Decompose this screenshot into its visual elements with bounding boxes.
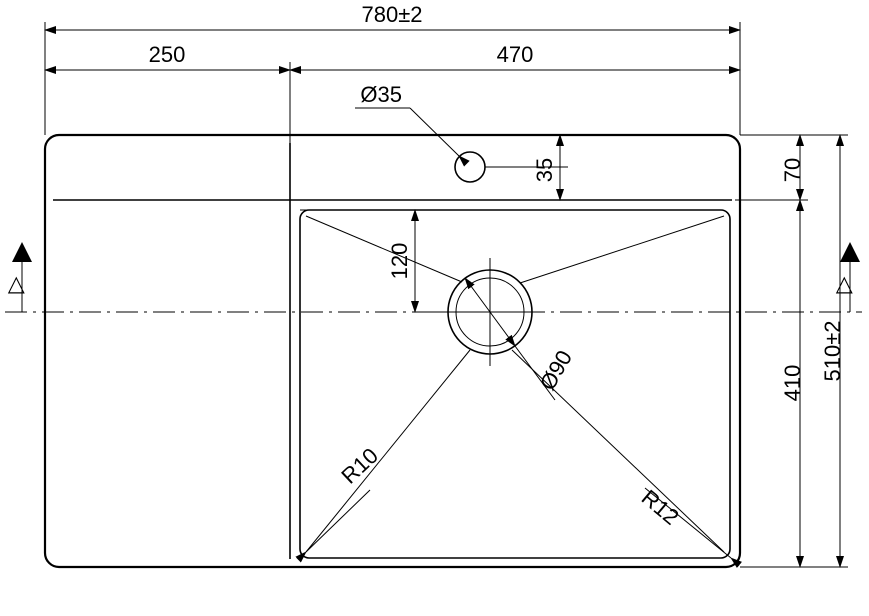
dim-r12: R12 [637, 485, 731, 558]
dim-bowl-w: 470 [290, 42, 740, 70]
section-mark-left: ▷ [2, 242, 32, 312]
dim-top-gap: 70 [780, 135, 805, 200]
dim-tap-dia: Ø35 [355, 82, 459, 156]
dim-r10: R10 [306, 443, 383, 552]
dim-overall-h-label: 510±2 [820, 320, 845, 381]
svg-text:▷: ▷ [2, 276, 27, 293]
dim-tap-dia-label: Ø35 [360, 82, 402, 107]
dim-drain-depth-label: 120 [387, 243, 412, 280]
section-mark-right: ▷ [830, 242, 860, 312]
dim-r10-label: R10 [336, 443, 383, 489]
dim-tap-off-label: 35 [532, 158, 557, 182]
dim-drain-dia: Ø90 [465, 278, 577, 400]
dim-overall-w-label: 780±2 [361, 2, 422, 27]
dim-drain-dia-label: Ø90 [535, 346, 577, 395]
dim-top-gap-label: 70 [780, 158, 805, 182]
dim-drain-depth: 120 [300, 210, 448, 312]
dim-overall-w: 780±2 [45, 2, 740, 30]
dim-left-w-label: 250 [149, 42, 186, 67]
svg-text:▷: ▷ [830, 276, 855, 293]
dim-bowl-h-label: 410 [780, 365, 805, 402]
dim-tap-off: 35 [485, 135, 568, 200]
dim-r12-label: R12 [637, 485, 684, 530]
technical-drawing: ▷ ▷ 780±2 250 470 510±2 410 [0, 0, 869, 616]
dim-overall-h: 510±2 [820, 135, 845, 567]
dim-bowl-w-label: 470 [497, 42, 534, 67]
dim-bowl-h: 410 [780, 200, 805, 567]
tap-hole [455, 152, 485, 182]
dim-left-w: 250 [45, 42, 290, 70]
